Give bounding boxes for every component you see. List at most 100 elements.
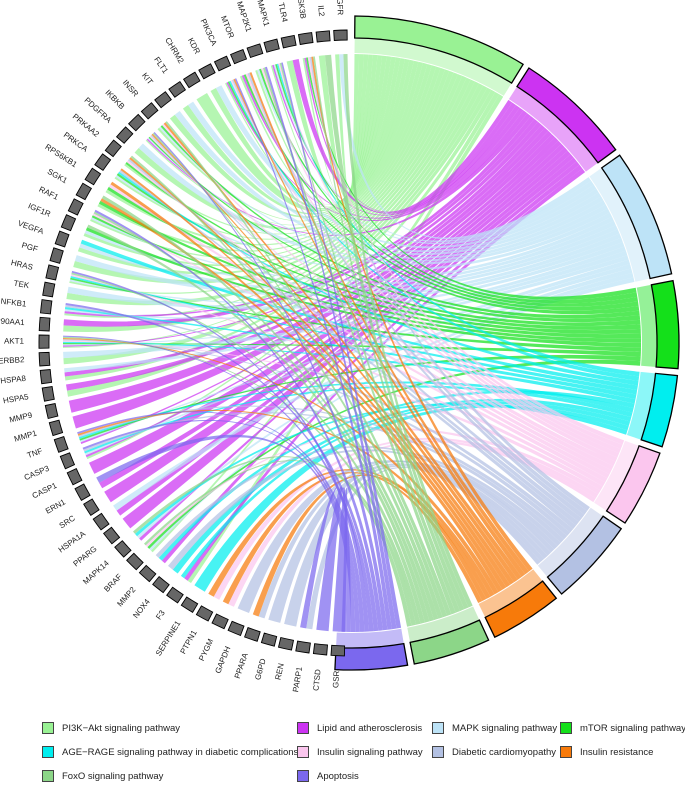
gene-sector-block <box>227 620 245 637</box>
gene-label: KIT <box>140 71 155 86</box>
gene-sector-block <box>75 182 93 201</box>
ribbon <box>306 57 637 300</box>
legend-swatch <box>297 722 309 734</box>
gene-sector-block <box>39 369 53 385</box>
gene-sector-block <box>42 281 56 298</box>
pathway-sector-block <box>650 279 680 370</box>
ribbon <box>80 259 630 443</box>
legend-item: Diabetic cardiomyopathy <box>432 746 556 758</box>
gene-sector-block <box>126 552 144 571</box>
pathway-sector-block <box>354 15 524 84</box>
gene-sector-block <box>94 153 112 172</box>
gene-sector-block <box>138 564 157 583</box>
gene-sector-block <box>74 483 91 502</box>
gene-label: RPS6KB1 <box>43 142 79 169</box>
pathway-sector-block <box>334 642 409 671</box>
pathway-inner-band <box>594 440 640 511</box>
ribbon <box>84 264 632 456</box>
gene-sector-block <box>53 436 69 453</box>
gene-sector-block <box>180 596 199 614</box>
legend-label: Diabetic cardiomyopathy <box>452 746 557 758</box>
pathway-sector-block <box>600 154 673 280</box>
ribbon <box>163 122 522 580</box>
gene-label: MAP2K1 <box>235 0 254 33</box>
ribbon <box>272 64 520 216</box>
pathway-inner-band <box>478 569 543 618</box>
gene-sector-block <box>102 526 121 545</box>
ribbon <box>89 143 565 474</box>
gene-label: ERN1 <box>44 497 68 515</box>
gene-sector-block <box>41 385 55 402</box>
gene-label: PARP1 <box>291 666 304 693</box>
gene-sector-block <box>246 43 264 59</box>
gene-label: HSPA8 <box>0 374 27 386</box>
pathway-inner-band <box>508 86 598 172</box>
legend-label: PI3K−Akt signaling pathway <box>62 722 181 734</box>
gene-label: CTSD <box>311 669 322 692</box>
legend-label: Lipid and atherosclerosis <box>317 722 423 734</box>
legend-item: Apoptosis <box>297 770 359 782</box>
gene-sector-block <box>40 299 53 315</box>
gene-sector-block <box>66 468 83 486</box>
gene-sector-block <box>280 34 297 49</box>
gene-label: F3 <box>154 608 167 621</box>
legend-label: Apoptosis <box>317 770 359 782</box>
ribbon <box>281 62 402 629</box>
gene-label: MMP2 <box>115 585 137 609</box>
gene-sector-block <box>38 316 51 332</box>
legend-swatch <box>42 746 54 758</box>
gene-sector-block <box>45 264 60 281</box>
pathway-sector-block <box>409 619 490 665</box>
ribbon <box>116 154 574 516</box>
gene-sector-block <box>198 63 216 80</box>
gene-sector-block <box>315 30 331 43</box>
legend-swatch <box>42 770 54 782</box>
gene-sector-block <box>115 126 134 144</box>
gene-sector-block <box>49 247 64 264</box>
gene-label: MTOR <box>219 14 236 39</box>
gene-label: PRKCA <box>62 130 90 154</box>
gene-label: G6PD <box>253 657 268 681</box>
gene-sector-block <box>295 640 311 654</box>
pathway-sector-block <box>605 444 661 524</box>
gene-sector-block <box>211 613 229 630</box>
gene-sector-block <box>260 632 278 647</box>
pathway-inner-band <box>354 38 512 96</box>
gene-sector-block <box>154 91 172 109</box>
gene-label: VEGFA <box>17 219 46 237</box>
gene-sector-block <box>244 627 261 642</box>
pathway-inner-band <box>636 284 658 367</box>
legend-item: Insulin signaling pathway <box>297 746 423 758</box>
ribbon <box>332 487 348 632</box>
gene-sector-block <box>182 71 201 89</box>
legend: PI3K−Akt signaling pathway Lipid and athe… <box>42 722 685 788</box>
ribbon <box>168 449 558 570</box>
gene-sector-block <box>166 586 184 604</box>
gene-label: CASP1 <box>31 481 59 501</box>
gene-sector-block <box>330 644 346 657</box>
ribbon <box>146 113 531 236</box>
gene-label: ERBB2 <box>0 355 25 365</box>
gene-sector-block <box>92 512 110 531</box>
gene-label: FLT1 <box>152 55 170 75</box>
gene-sector-block <box>38 334 50 349</box>
gene-sector-block <box>297 32 314 46</box>
gene-sector-block <box>54 230 70 248</box>
gene-sector-block <box>48 419 64 437</box>
legend-swatch <box>297 770 309 782</box>
gene-label: BRAF <box>102 572 123 594</box>
gene-label: HSP90AA1 <box>0 316 25 327</box>
legend-item: FoxO signaling pathway <box>42 770 163 782</box>
gene-label: RAF1 <box>38 185 61 202</box>
gene-label: EGFR <box>335 0 345 16</box>
gene-label: PYGM <box>197 637 215 662</box>
pathway-inner-band <box>589 167 651 282</box>
ribbon <box>316 486 347 632</box>
gene-sector-block <box>83 498 100 517</box>
legend-item: mTOR signaling pathway <box>560 722 685 734</box>
pathway-sector-block <box>640 372 679 448</box>
ribbon <box>108 184 610 479</box>
legend-item: Insulin resistance <box>560 746 653 758</box>
legend-label: MAPK signaling pathway <box>452 722 558 734</box>
gene-label: MMP1 <box>13 428 38 443</box>
